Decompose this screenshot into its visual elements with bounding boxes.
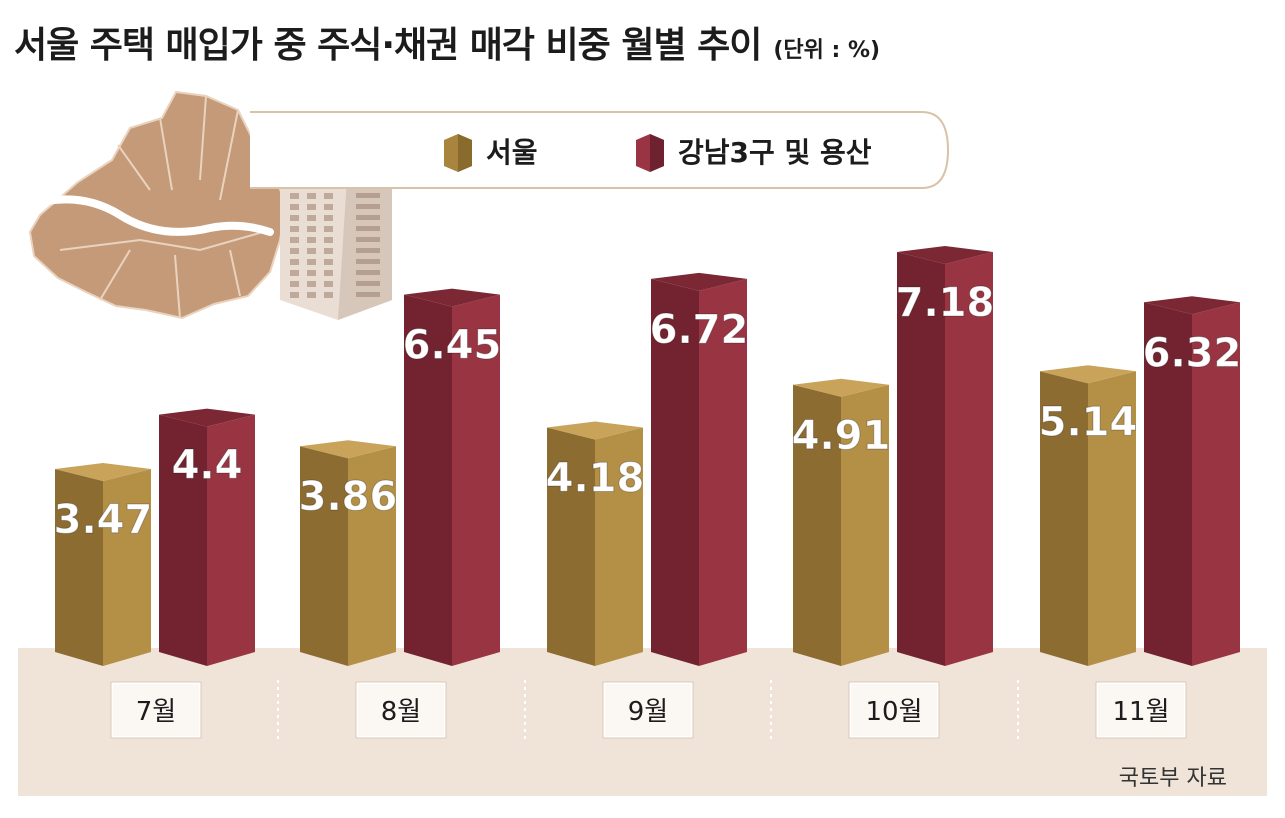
category-label-1: 7월 — [110, 681, 202, 739]
value-label-seoul-1: 3.47 — [54, 497, 153, 543]
bar-gangnam-1 — [159, 408, 255, 666]
value-label-gangnam-1: 4.4 — [172, 443, 243, 489]
category-text-4: 10월 — [865, 697, 922, 727]
unit-label: (단위 : %) — [773, 38, 881, 63]
value-label-seoul-2: 3.86 — [299, 474, 398, 520]
legend-label-seoul: 서울 — [486, 136, 538, 169]
bar-gangnam-2 — [404, 288, 500, 666]
bar-seoul-2 — [300, 440, 396, 666]
legend-item-seoul: 서울 — [444, 134, 538, 172]
bar-seoul-5 — [1040, 365, 1136, 666]
category-labels: 7월 8월 9월 10월 11월 — [110, 681, 1187, 739]
category-text-3: 9월 — [628, 697, 668, 727]
category-label-3: 9월 — [602, 681, 694, 739]
bar-seoul-4 — [793, 378, 889, 666]
category-text-5: 11월 — [1112, 697, 1169, 727]
bars: 3.47 4.4 3.86 6.45 4.18 6.72 4.91 7.18 5.146.32 — [53, 245, 1242, 666]
category-label-4: 10월 — [848, 681, 940, 739]
bar-gangnam-4 — [897, 245, 993, 666]
seoul-map-illustration — [26, 90, 288, 320]
value-label-seoul-3: 4.18 — [546, 455, 645, 501]
category-text-1: 7월 — [136, 697, 176, 727]
legend: 서울 강남3구 및 용산 — [250, 111, 950, 189]
bar-gangnam-5 — [1144, 296, 1240, 666]
legend-item-gangnam: 강남3구 및 용산 — [636, 134, 872, 172]
category-label-2: 8월 — [355, 681, 447, 739]
value-label-gangnam-4: 7.18 — [896, 280, 995, 326]
category-text-2: 8월 — [381, 697, 421, 727]
bar-gangnam-3 — [651, 272, 747, 666]
bar-seoul-3 — [547, 421, 643, 666]
chart-title: 서울 주택 매입가 중 주식·채권 매각 비중 월별 추이 — [14, 25, 762, 66]
value-label-seoul-5: 5.14 — [1039, 399, 1138, 445]
value-label-gangnam-5: 6.32 — [1143, 330, 1242, 376]
legend-label-gangnam: 강남3구 및 용산 — [678, 136, 872, 169]
bar-seoul-1 — [55, 463, 151, 666]
title-area: 서울 주택 매입가 중 주식·채권 매각 비중 월별 추이 (단위 : %) — [14, 16, 880, 66]
value-label-seoul-4: 4.91 — [792, 413, 891, 459]
category-label-5: 11월 — [1095, 681, 1187, 739]
value-label-gangnam-2: 6.45 — [403, 323, 502, 369]
source-note: 국토부 자료 — [1118, 766, 1227, 791]
value-label-gangnam-3: 6.72 — [650, 307, 749, 353]
category-dividers — [277, 680, 1019, 740]
